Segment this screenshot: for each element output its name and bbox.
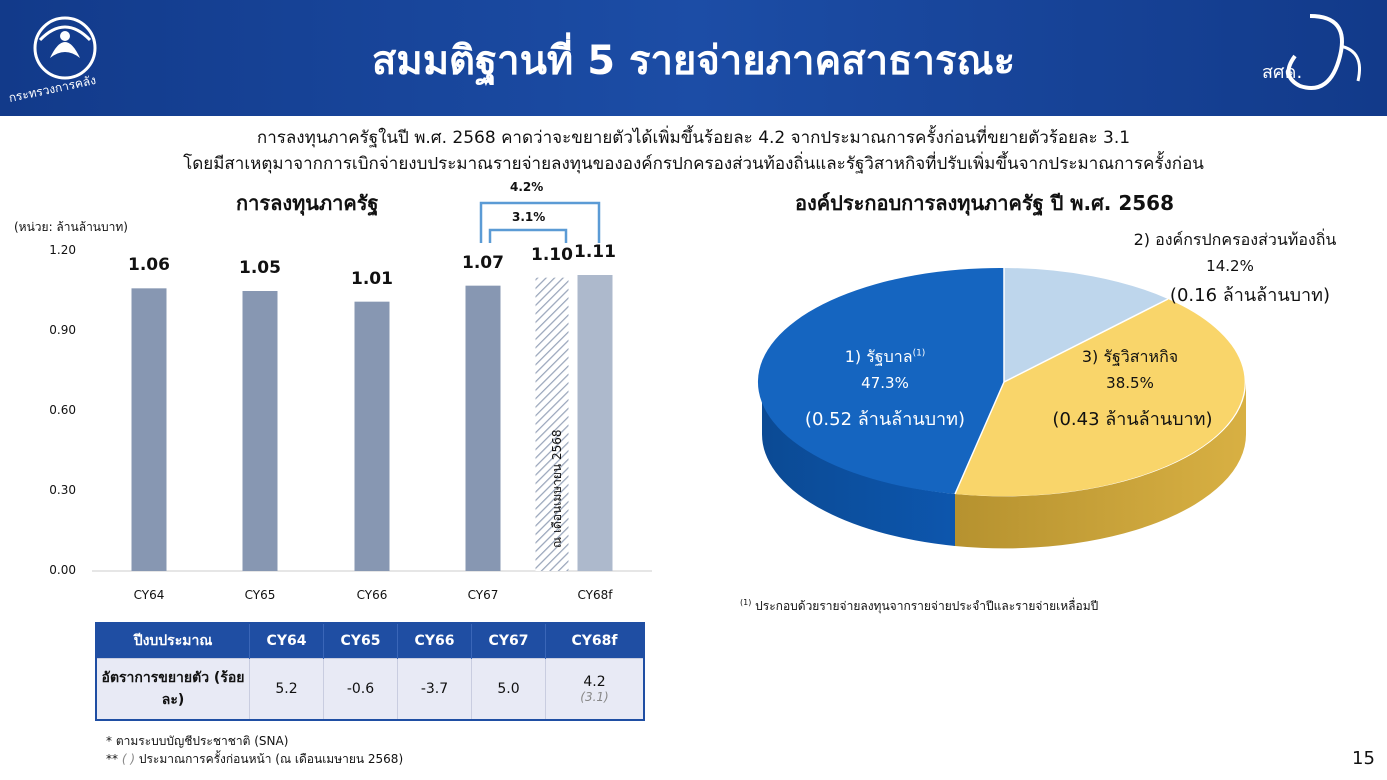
footnote-sna: * ตามระบบบัญชีประชาชาติ (SNA) <box>106 734 289 748</box>
bars-group <box>131 275 613 571</box>
cell-cy68f-previous: (3.1) <box>580 690 609 704</box>
cell-cy65: -0.6 <box>323 658 398 721</box>
pie-label-government-superscript: (1) <box>912 348 926 359</box>
y-tick-label: 0.00 <box>49 563 76 577</box>
right-logo-text: สศค. <box>1262 62 1302 83</box>
x-tick-label: CY66 <box>356 588 388 602</box>
bar-CY65 <box>242 291 278 571</box>
y-tick-label: 1.20 <box>49 243 76 257</box>
pie-footnote-marker: (1) <box>740 598 752 607</box>
footnote-previous-estimate: ** ( ) ประมาณการครั้งก่อนหน้า (ณ เดือนเม… <box>106 750 403 769</box>
cell-cy66: -3.7 <box>397 658 472 721</box>
pie-label-local-name: 2) องค์กรปกครองส่วนท้องถิ่น <box>1133 230 1337 249</box>
intro-line-2: โดยมีสาเหตุมาจากการเบิกจ่ายงบประมาณรายจ่… <box>183 154 1204 174</box>
pie-label-state-enterprise-amount: (0.43 ล้านล้านบาท) <box>1052 409 1213 430</box>
row-label-growth-rate: อัตราการขยายตัว (ร้อยละ) <box>95 658 250 721</box>
unit-label: (หน่วย: ล้านล้านบาท) <box>14 220 128 234</box>
bar-chart-title: การลงทุนภาครัฐ <box>236 191 379 215</box>
header-cell-cy66: CY66 <box>397 623 472 659</box>
growth-table: ปีงบประมาณ CY64 CY65 CY66 CY67 CY68f อัต… <box>95 622 645 721</box>
pie-label-local-percent: 14.2% <box>1206 257 1254 275</box>
bar-value-label: 1.01 <box>351 268 393 289</box>
bar-value-label: 1.06 <box>128 255 170 276</box>
pie-label-government-amount: (0.52 ล้านล้านบาท) <box>804 409 966 430</box>
header-cell-fiscal-year: ปีงบประมาณ <box>96 623 250 659</box>
bar-value-label: 1.07 <box>462 252 504 273</box>
growth-total-label: 4.2% <box>510 180 544 194</box>
pie-slice-state-enterprise <box>955 299 1245 497</box>
growth-table-row: อัตราการขยายตัว (ร้อยละ) 5.2 -0.6 -3.7 5… <box>95 658 645 721</box>
garuda-emblem-icon <box>33 16 97 80</box>
page-number: 15 <box>1352 748 1375 769</box>
cell-cy68f: 4.2 (3.1) <box>545 658 645 721</box>
bar-value-label: 1.11 <box>574 242 616 262</box>
cell-cy67: 5.0 <box>471 658 546 721</box>
footnote-previous-marker: ( ) <box>121 752 136 766</box>
y-tick-label: 0.90 <box>49 323 76 337</box>
pie-label-state-enterprise-name: 3) รัฐวิสาหกิจ <box>1081 347 1179 366</box>
cell-cy68f-value: 4.2 <box>583 674 606 690</box>
header-banner: กระทรวงการคลัง สมมติฐานที่ 5 รายจ่ายภาคส… <box>0 0 1387 116</box>
pie-label-local-amount: (0.16 ล้านล้านบาท) <box>1169 285 1331 306</box>
growth-bracket-previous <box>488 228 568 243</box>
pie-footnote-text: ประกอบด้วยรายจ่ายลงทุนจากรายจ่ายประจำปีแ… <box>755 599 1099 613</box>
pie-chart-title: องค์ประกอบการลงทุนภาครัฐ ปี พ.ศ. 2568 <box>795 191 1175 215</box>
intro-line-1: การลงทุนภาครัฐในปี พ.ศ. 2568 คาดว่าจะขยา… <box>256 128 1131 148</box>
cell-cy64: 5.2 <box>249 658 324 721</box>
fpo-logo-icon: สศค. <box>1262 14 1361 90</box>
pie-footnote: (1) ประกอบด้วยรายจ่ายลงทุนจากรายจ่ายประจ… <box>740 597 1098 616</box>
header-cell-cy64: CY64 <box>249 623 324 659</box>
header-cell-cy67: CY67 <box>471 623 546 659</box>
y-tick-label: 0.60 <box>49 403 76 417</box>
pie-label-government-name-text: 1) รัฐบาล <box>844 347 913 366</box>
forecast-date-note: ณ เดือนเมษายน 2568 <box>550 429 564 549</box>
x-tick-label: CY68f <box>577 588 613 602</box>
pie-label-state-enterprise-percent: 38.5% <box>1106 374 1154 392</box>
bar-CY67 <box>465 285 501 571</box>
growth-previous-label: 3.1% <box>512 210 546 224</box>
x-tick-label: CY64 <box>133 588 165 602</box>
bar-value-label: 1.05 <box>239 258 281 278</box>
bar-CY68f <box>577 275 613 571</box>
footnote-previous-text: ประมาณการครั้งก่อนหน้า (ณ เดือนเมษายน 25… <box>138 752 404 766</box>
bar-CY64 <box>131 288 167 571</box>
bar-value-label: 1.10 <box>531 244 573 265</box>
x-tick-label: CY65 <box>244 588 276 602</box>
page-title: สมมติฐานที่ 5 รายจ่ายภาคสาธารณะ <box>371 38 1016 84</box>
bar-CY66 <box>354 301 390 571</box>
pie-label-government-name: 1) รัฐบาล(1) <box>820 345 950 370</box>
header-cell-cy65: CY65 <box>323 623 398 659</box>
header-cell-cy68f: CY68f <box>545 623 645 659</box>
x-tick-label: CY67 <box>467 588 499 602</box>
growth-table-header-row: ปีงบประมาณ CY64 CY65 CY66 CY67 CY68f <box>96 623 645 659</box>
pie-label-government-percent: 47.3% <box>861 374 909 392</box>
y-tick-label: 0.30 <box>49 483 76 497</box>
footnote-previous-prefix: ** <box>106 752 118 766</box>
